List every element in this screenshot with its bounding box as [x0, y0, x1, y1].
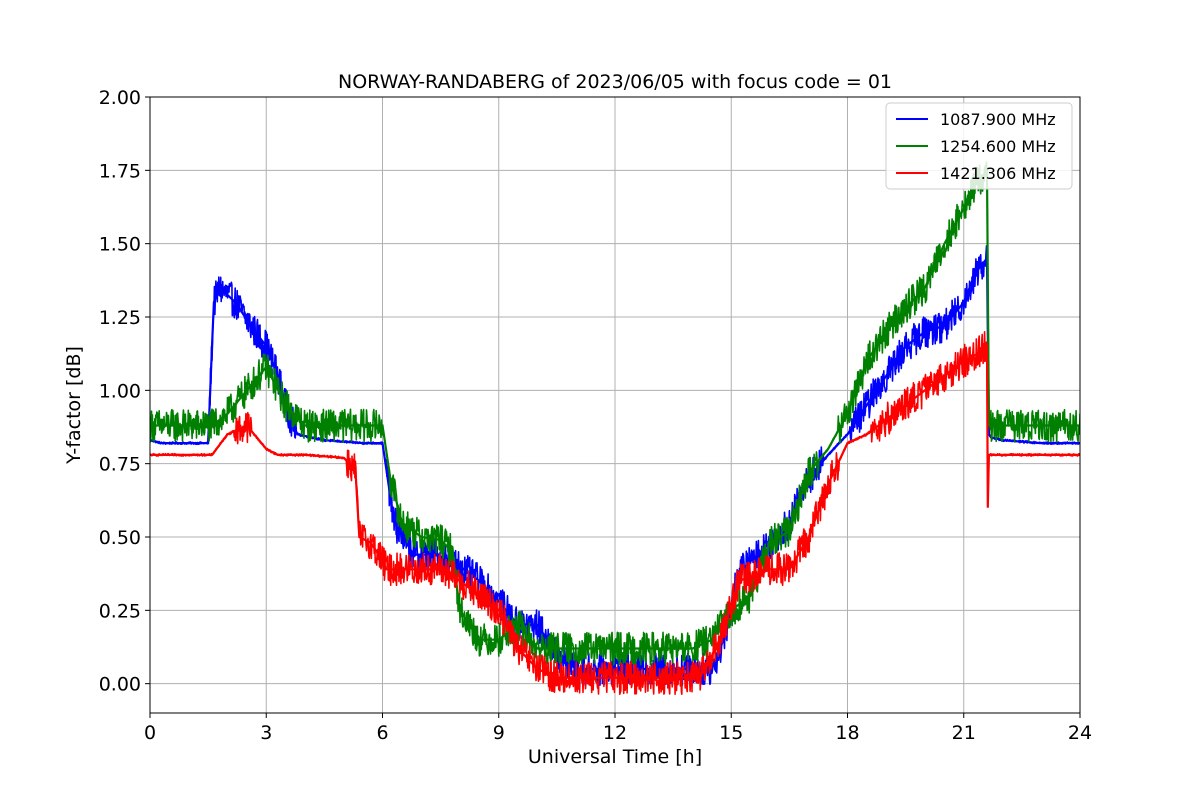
legend: 1087.900 MHz 1254.600 MHz 1421.306 MHz	[885, 102, 1073, 190]
y-tick-label: 1.50	[99, 234, 141, 256]
chart-title: NORWAY-RANDABERG of 2023/06/05 with focu…	[338, 71, 892, 93]
x-axis-label: Universal Time [h]	[528, 746, 702, 768]
series-layer	[150, 161, 1080, 696]
x-tick-label: 9	[493, 722, 505, 744]
y-tick-label: 0.75	[99, 454, 141, 476]
y-tick-label: 0.00	[99, 674, 141, 696]
x-tick-label: 24	[1068, 722, 1092, 744]
x-tick-label: 12	[603, 722, 627, 744]
ticks: 0 3 6 9 12 15 18 21 24 0.00 0.25 0.50 0.75 1.00 1.25 1.…	[99, 87, 1092, 744]
x-tick-label: 0	[144, 722, 156, 744]
x-tick-label: 18	[835, 722, 859, 744]
y-tick-label: 1.00	[99, 380, 141, 402]
y-tick-label: 0.50	[99, 527, 141, 549]
legend-entry: 1087.900 MHz	[940, 110, 1056, 129]
legend-box	[885, 102, 1073, 190]
y-axis-label: Y-factor [dB]	[63, 346, 85, 465]
x-tick-label: 21	[952, 722, 976, 744]
y-tick-label: 2.00	[99, 87, 141, 109]
series-line	[150, 161, 1080, 666]
y-tick-label: 1.25	[99, 307, 141, 329]
legend-entry: 1421.306 MHz	[940, 164, 1056, 183]
series-baseline	[150, 344, 1080, 679]
y-tick-label: 0.25	[99, 600, 141, 622]
x-tick-label: 15	[719, 722, 743, 744]
series-baseline	[150, 167, 1080, 650]
x-tick-label: 6	[376, 722, 388, 744]
y-tick-label: 1.75	[99, 160, 141, 182]
legend-entry: 1254.600 MHz	[940, 137, 1056, 156]
x-tick-label: 3	[260, 722, 272, 744]
